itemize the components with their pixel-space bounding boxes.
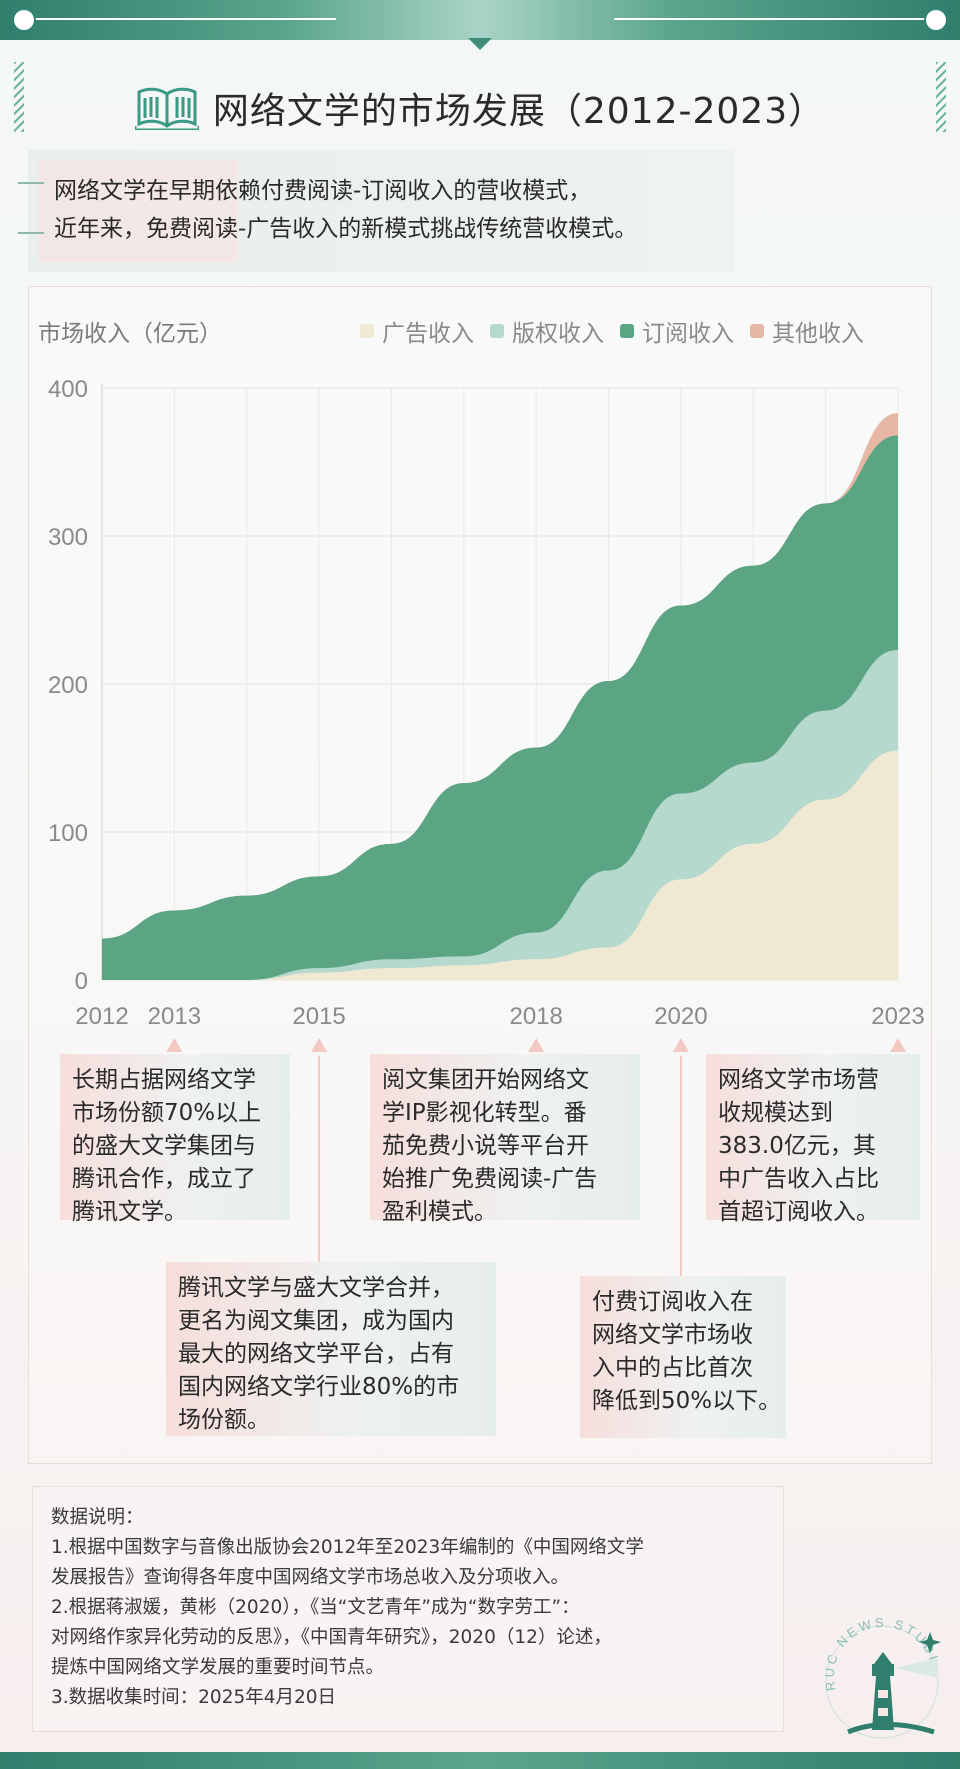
chart-legend: 广告收入 版权收入 订阅收入 其他收入 (360, 314, 864, 348)
annotation-line: 的盛大文学集团与 (72, 1133, 256, 1159)
annotation-2023: 网络文学市场营 收规模达到 383.0亿元，其 中广告收入占比 首超订阅收入。 (706, 1054, 920, 1225)
annotation-pointer (311, 1038, 328, 1052)
annotation-line: 腾讯文学。 (72, 1199, 187, 1225)
notes-line-6: 3.数据收集时间：2025年4月20日 (51, 1687, 337, 1708)
annotation-line: 入中的占比首次 (592, 1355, 753, 1381)
y-axis-label: 市场收入（亿元） (38, 321, 222, 347)
notes-line-2: 发展报告》查询得各年度中国网络文学市场总收入及分项收入。 (51, 1567, 570, 1588)
notes-line-4: 对网络作家异化劳动的反思》，《中国青年研究》，2020（12）论述， (51, 1627, 612, 1648)
banner-dot-left (14, 10, 34, 30)
annotation-line: 网络文学市场营 (718, 1067, 879, 1093)
annotation-line: 茄免费小说等平台开 (382, 1133, 589, 1159)
banner-line-right (614, 18, 924, 20)
banner-line-left (36, 18, 336, 20)
area-ad (102, 750, 898, 980)
x-tick-label: 2023 (871, 1003, 924, 1030)
annotation-2013: 长期占据网络文学 市场份额70%以上 的盛大文学集团与 腾讯合作，成立了 腾讯文学。 (60, 1054, 290, 1225)
data-notes: 数据说明： 1.根据中国数字与音像出版协会2012年至2023年编制的《中国网络… (32, 1486, 784, 1732)
annotation-line: 场份额。 (178, 1407, 270, 1433)
annotation-line: 始推广免费阅读-广告 (382, 1166, 598, 1192)
intro-box: 网络文学在早期依赖付费阅读-订阅收入的营收模式， 近年来，免费阅读-广告收入的新… (28, 150, 734, 272)
annotation-line: 付费订阅收入在 (592, 1289, 753, 1315)
legend-item-subscription: 订阅收入 (620, 314, 734, 348)
intro-line-1: 网络文学在早期依赖付费阅读-订阅收入的营收模式， (54, 178, 592, 204)
legend-swatch-other (750, 324, 764, 338)
legend-label-other: 其他收入 (772, 321, 864, 347)
x-tick-label: 2018 (509, 1003, 562, 1030)
annotation-line: 383.0亿元，其 (718, 1133, 876, 1159)
y-tick-label: 200 (48, 672, 88, 699)
banner-notch (468, 38, 492, 50)
ruc-news-studio-logo: RUC NEWS STUDIO (812, 1604, 941, 1739)
x-tick-label: 2012 (75, 1003, 128, 1030)
annotation-2018: 阅文集团开始网络文 学IP影视化转型。番 茄免费小说等平台开 始推广免费阅读-广告 盈利… (370, 1054, 640, 1225)
x-tick-label: 2020 (654, 1003, 707, 1030)
open-book-icon (134, 87, 199, 130)
legend-swatch-ad (360, 324, 374, 338)
annotation-line: 国内网络文学行业80%的市 (178, 1374, 460, 1400)
legend-label-copyright: 版权收入 (512, 321, 604, 347)
legend-swatch-copyright (490, 324, 504, 338)
y-tick-label: 300 (48, 524, 88, 551)
intro-tick-1 (18, 182, 44, 184)
annotation-pointer (890, 1038, 906, 1052)
annotation-line: 收规模达到 (718, 1100, 833, 1126)
legend-item-copyright: 版权收入 (490, 314, 604, 348)
x-tick-label: 2013 (148, 1003, 201, 1030)
annotation-line: 网络文学市场收 (592, 1322, 753, 1348)
x-tick-label: 2015 (292, 1003, 345, 1030)
legend-label-ad: 广告收入 (382, 321, 474, 347)
annotation-pointer (672, 1038, 689, 1052)
annotation-line: 腾讯文学与盛大文学合并， (178, 1275, 454, 1301)
y-tick-label: 100 (48, 820, 88, 847)
annotation-line: 腾讯合作，成立了 (72, 1166, 256, 1192)
side-stripe-left (14, 62, 24, 132)
legend-item-ad: 广告收入 (360, 314, 474, 348)
notes-line-3: 2.根据蒋淑媛，黄彬（2020），《当“文艺青年”成为“数字劳工”： (51, 1597, 580, 1618)
annotation-line: 阅文集团开始网络文 (382, 1067, 589, 1093)
intro-tick-2 (18, 232, 44, 234)
legend-swatch-subscription (620, 324, 634, 338)
annotation-line: 学IP影视化转型。番 (382, 1100, 587, 1126)
notes-heading: 数据说明： (51, 1507, 144, 1528)
intro-highlight (38, 160, 238, 262)
annotation-line: 长期占据网络文学 (72, 1067, 256, 1093)
annotation-2020: 付费订阅收入在 网络文学市场收 入中的占比首次降低到50%以下。 (580, 1276, 786, 1438)
notes-line-5: 提炼中国网络文学发展的重要时间节点。 (51, 1657, 385, 1678)
banner-dot-right (926, 10, 946, 30)
legend-label-subscription: 订阅收入 (642, 321, 734, 347)
y-tick-label: 400 (48, 376, 88, 403)
y-tick-label: 0 (75, 968, 88, 995)
page-title: 网络文学的市场发展（2012-2023） (212, 91, 826, 132)
annotation-line: 市场份额70%以上 (72, 1100, 262, 1126)
notes-line-1: 1.根据中国数字与音像出版协会2012年至2023年编制的《中国网络文学 (51, 1537, 644, 1558)
bottom-banner (0, 1752, 960, 1769)
legend-item-other: 其他收入 (750, 314, 864, 348)
side-stripe-right (936, 62, 946, 132)
annotation-line: 首超订阅收入。 (718, 1199, 879, 1225)
annotation-line: 盈利模式。 (382, 1199, 497, 1225)
annotation-line: 中广告收入占比 (718, 1166, 879, 1192)
annotation-line: 降低到50%以下。 (592, 1388, 782, 1414)
annotation-pointer (528, 1038, 545, 1052)
annotation-pointer (166, 1038, 183, 1052)
annotation-2015: 腾讯文学与盛大文学合并， 更名为阅文集团，成为国内 最大的网络文学平台，占有 国内网络… (166, 1262, 496, 1436)
top-banner (0, 0, 960, 40)
page-title-row: 网络文学的市场发展（2012-2023） (120, 78, 840, 138)
annotation-line: 最大的网络文学平台，占有 (178, 1341, 454, 1367)
intro-line-2: 近年来，免费阅读-广告收入的新模式挑战传统营收模式。 (54, 216, 638, 242)
annotation-line: 更名为阅文集团，成为国内 (178, 1308, 454, 1334)
